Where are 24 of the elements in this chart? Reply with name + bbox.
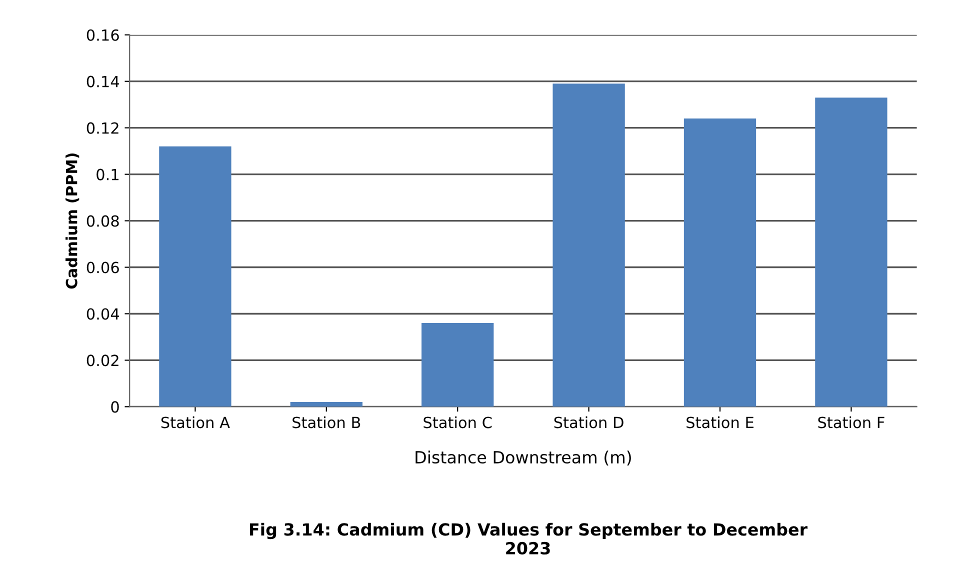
y-tick-label: 0.02	[86, 354, 118, 366]
bar	[290, 402, 362, 407]
x-tick-label: Station C	[424, 416, 492, 428]
y-tick-label: 0.06	[86, 262, 119, 274]
x-tick-label: Station D	[554, 416, 624, 428]
y-tick-label: 0	[111, 401, 119, 413]
x-tick-label: Station E	[686, 416, 754, 428]
y-tick-label: 0.12	[86, 122, 118, 134]
y-tick-label: 0.04	[86, 308, 120, 320]
y-tick-label: 0.16	[86, 29, 119, 41]
y-tick-label: 0.08	[86, 215, 119, 227]
text: Fig 3.14: Cadmium (CD) Values for September to December 2023	[250, 522, 808, 555]
y-axis-title: Cadmium (PPM)	[66, 153, 80, 289]
bar	[422, 323, 494, 407]
bar	[815, 98, 888, 407]
bar	[552, 84, 625, 407]
y-tick-label: 0.14	[86, 76, 120, 88]
bar	[684, 118, 756, 407]
bar	[159, 146, 232, 407]
y-tick-label: 0.1	[96, 168, 118, 180]
x-tick-label: Station B	[292, 416, 360, 428]
x-tick-label: Station F	[818, 416, 884, 428]
x-tick-label: Station A	[161, 416, 230, 428]
x-axis-title: Distance Downstream (m)	[416, 450, 631, 466]
